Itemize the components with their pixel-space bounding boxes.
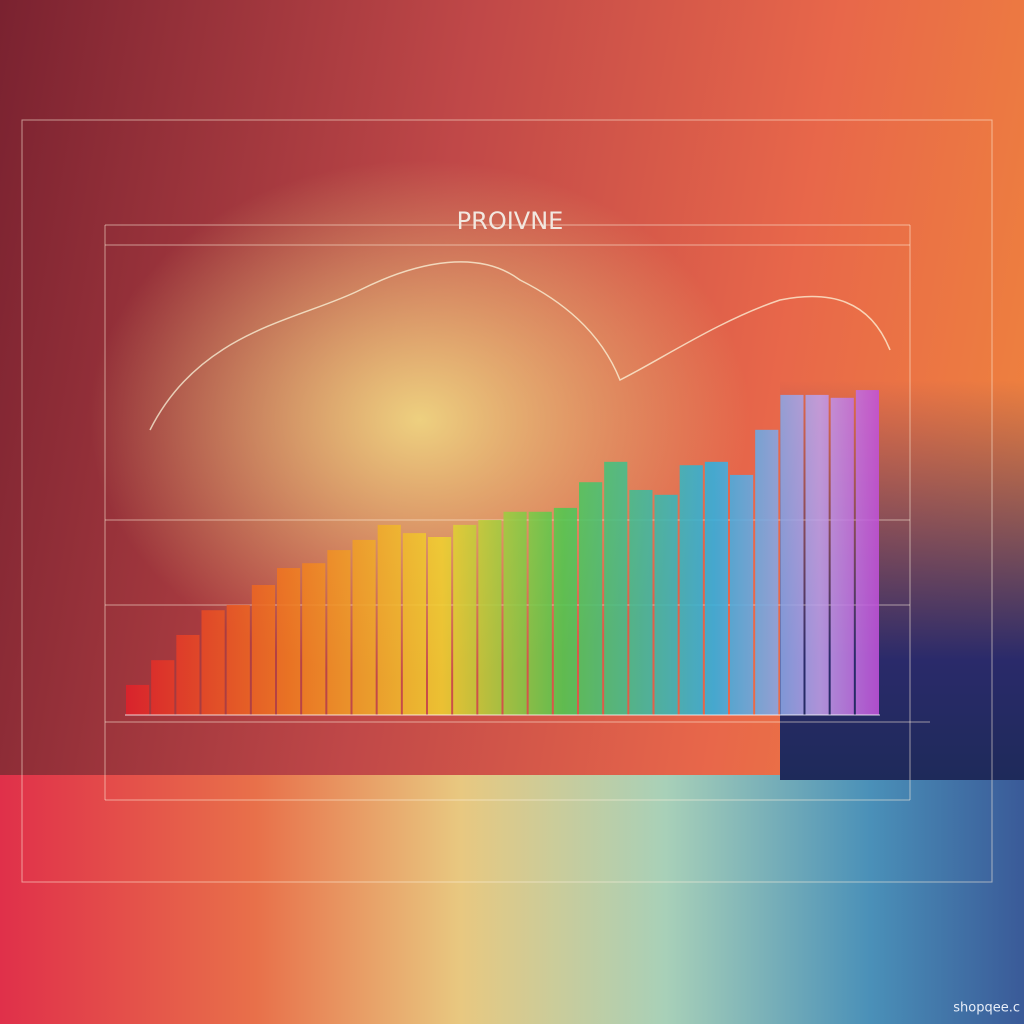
bar <box>201 610 225 715</box>
bar <box>478 520 502 715</box>
bar <box>704 461 728 715</box>
bar <box>528 511 552 715</box>
bar <box>428 537 452 715</box>
bar <box>679 465 703 715</box>
bar <box>453 524 477 715</box>
bar <box>176 634 200 715</box>
bar <box>805 394 829 715</box>
bar <box>654 494 678 715</box>
bar <box>553 507 577 715</box>
subtitle: PROIVNE <box>457 207 564 235</box>
bar <box>755 429 779 715</box>
bar <box>503 511 527 715</box>
bar <box>126 684 150 715</box>
bar <box>730 474 754 715</box>
bar <box>352 539 376 715</box>
bar <box>855 390 879 715</box>
bar <box>830 397 854 715</box>
bar <box>302 563 326 715</box>
bar <box>629 489 653 715</box>
floor <box>0 775 1024 1024</box>
bar <box>579 482 603 715</box>
bar <box>780 394 804 715</box>
bar <box>226 604 250 715</box>
bar <box>604 461 628 715</box>
bar <box>151 660 175 715</box>
bar <box>402 533 426 715</box>
bar <box>327 550 351 715</box>
watermark: shopqee.c <box>953 1001 1020 1016</box>
bar <box>377 524 401 715</box>
bar <box>251 585 275 715</box>
bar <box>277 568 301 715</box>
